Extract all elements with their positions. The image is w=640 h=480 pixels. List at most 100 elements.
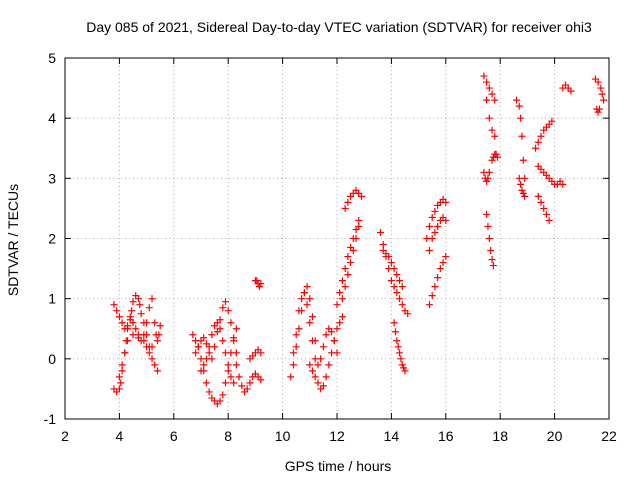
series-arc-21b [593, 105, 603, 116]
data-point [338, 295, 346, 303]
data-point [221, 379, 229, 387]
data-point [428, 213, 436, 221]
x-tick-label: 6 [170, 428, 178, 444]
data-point [309, 367, 317, 375]
series-arc-14a [377, 228, 412, 318]
data-point [513, 96, 521, 104]
data-point [344, 253, 352, 261]
data-point [600, 96, 608, 104]
series-arc-18a [488, 150, 501, 164]
x-tick-label: 18 [492, 428, 508, 444]
data-point [129, 331, 137, 339]
series-arc-17d [483, 210, 497, 270]
data-point [341, 265, 349, 273]
data-point [303, 301, 311, 309]
data-point [483, 96, 491, 104]
series-arc-8b [246, 346, 265, 363]
data-point [219, 304, 227, 312]
data-point [401, 367, 409, 375]
data-point [488, 256, 496, 264]
series-arc-17b [483, 96, 499, 140]
data-point [205, 349, 213, 357]
data-point [295, 307, 303, 315]
data-point [202, 379, 210, 387]
data-point [483, 78, 491, 86]
series-arc-17a [480, 72, 499, 104]
data-point [118, 367, 126, 375]
data-point [134, 295, 142, 303]
data-point [491, 132, 499, 140]
data-point [132, 325, 140, 333]
data-point [519, 156, 527, 164]
data-point [148, 295, 156, 303]
data-point [224, 307, 232, 315]
data-point [153, 337, 161, 345]
data-point [357, 192, 365, 200]
data-point [404, 310, 412, 318]
data-point [153, 367, 161, 375]
data-point [151, 361, 159, 369]
data-point [289, 361, 297, 369]
data-point [387, 277, 395, 285]
data-point [292, 343, 300, 351]
data-point [442, 253, 450, 261]
data-point [396, 349, 404, 357]
data-point [145, 304, 153, 312]
data-point [488, 156, 496, 164]
data-point [567, 87, 575, 95]
data-point [336, 289, 344, 297]
data-point [480, 72, 488, 80]
data-point [390, 265, 398, 273]
x-tick-label: 2 [61, 428, 69, 444]
data-point [338, 313, 346, 321]
data-point [493, 153, 501, 161]
x-tick-label: 8 [224, 428, 232, 444]
y-axis-label: SDTVAR / TECUs [5, 184, 21, 296]
data-point [221, 298, 229, 306]
data-point [534, 192, 542, 200]
data-point [128, 307, 136, 315]
data-point [379, 241, 387, 249]
data-point [385, 253, 393, 261]
data-point [253, 277, 261, 285]
data-point [390, 319, 398, 327]
data-point [129, 298, 137, 306]
data-point [325, 361, 333, 369]
data-point [292, 331, 300, 339]
series-arc-9 [251, 277, 265, 291]
data-point [483, 177, 491, 185]
data-point [537, 198, 545, 206]
data-point [515, 174, 523, 182]
data-point [559, 180, 567, 188]
data-point [319, 382, 327, 390]
data-point [336, 319, 344, 327]
data-point [349, 247, 357, 255]
data-point [136, 301, 144, 309]
data-point [314, 379, 322, 387]
series-arc-4c [115, 331, 156, 381]
data-point [300, 289, 308, 297]
data-point [110, 301, 118, 309]
data-point [594, 78, 602, 86]
data-point [391, 328, 399, 336]
series-arc-18b [513, 96, 529, 182]
series-arc-19c [534, 192, 553, 224]
series-arc-5 [151, 319, 164, 345]
data-point [400, 364, 408, 372]
data-point [156, 322, 164, 330]
data-point [224, 361, 232, 369]
plot-border [64, 57, 610, 420]
data-point [333, 301, 341, 309]
series-arc-15c [425, 253, 450, 309]
data-point [394, 343, 402, 351]
series-arc-10a [287, 283, 322, 381]
data-point [306, 361, 314, 369]
data-point [319, 343, 327, 351]
data-point [484, 174, 492, 182]
series-arc-19a [532, 117, 556, 152]
data-point [518, 186, 526, 194]
data-point [442, 216, 450, 224]
data-point [309, 337, 317, 345]
data-point [232, 325, 240, 333]
